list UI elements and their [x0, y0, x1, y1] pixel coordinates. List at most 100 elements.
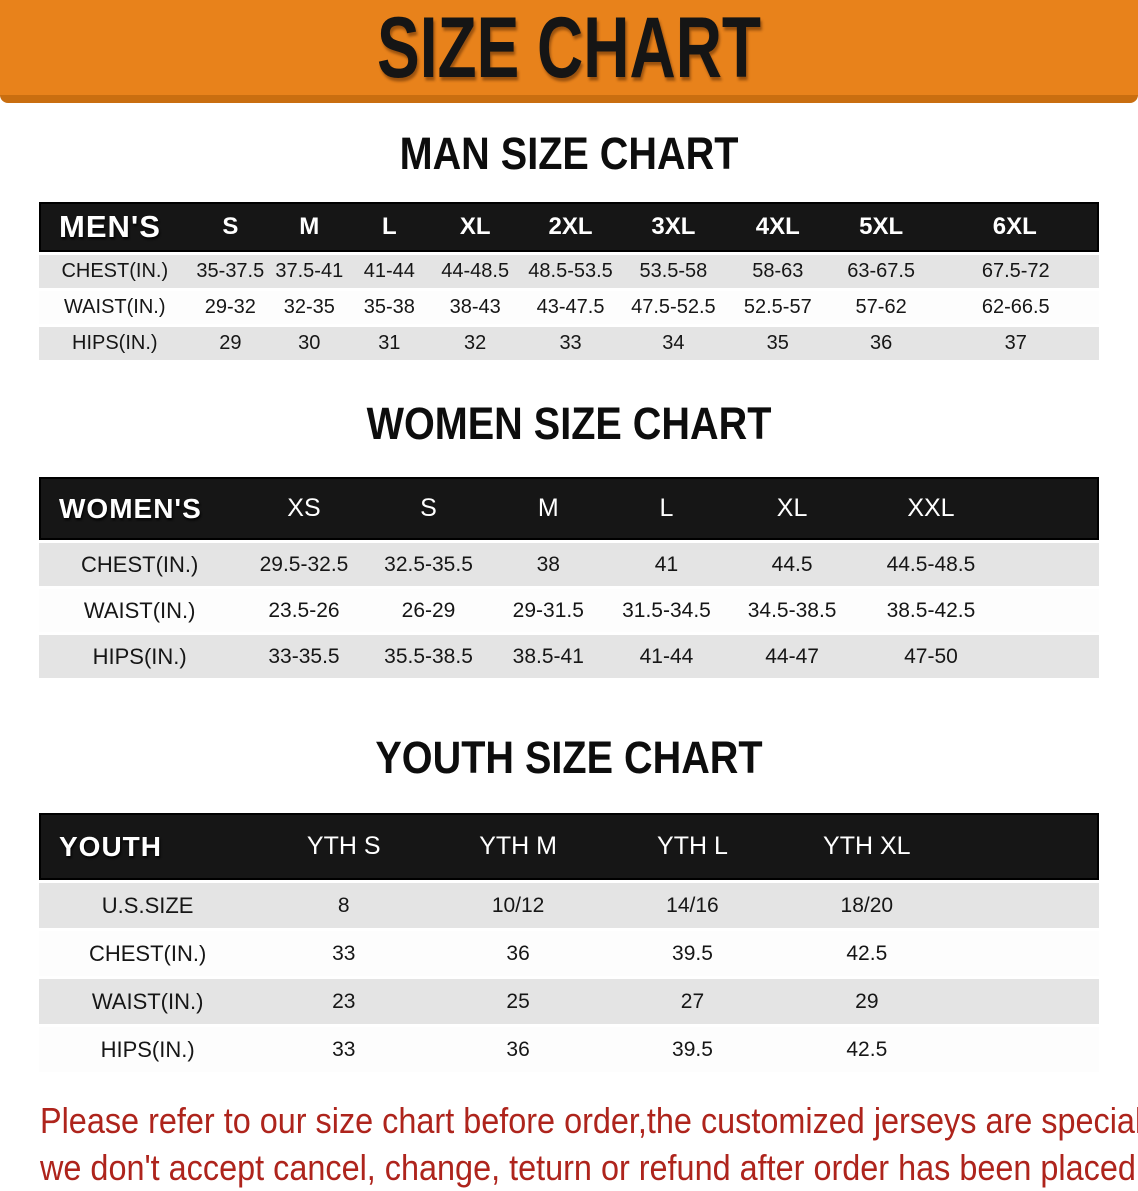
women-section-heading: WOMEN SIZE CHART — [366, 398, 772, 449]
size-cell: 29.5-32.5 — [240, 543, 368, 586]
size-cell: 63-67.5 — [829, 255, 933, 288]
size-cell: 36 — [431, 931, 606, 976]
size-cell: 48.5-53.5 — [520, 255, 621, 288]
table-row: CHEST(IN.) 29.5-32.5 32.5-35.5 38 41 44.5 44.5… — [39, 543, 1099, 586]
size-cell: 35-37.5 — [190, 255, 271, 288]
size-cell: 57-62 — [829, 291, 933, 324]
size-cell: 35.5-38.5 — [367, 635, 490, 678]
size-cell: 44-47 — [725, 635, 859, 678]
column-header: XXL — [858, 477, 1004, 540]
section-women: WOMEN SIZE CHART WOMEN'S XS S M L XL XXL CHEST(… — [0, 398, 1138, 681]
column-header: YTH M — [431, 813, 606, 880]
row-label: WAIST(IN.) — [39, 979, 257, 1024]
size-cell: 23 — [256, 979, 432, 1024]
size-cell-filler — [953, 1027, 1099, 1072]
row-label: CHEST(IN.) — [39, 255, 191, 288]
size-cell: 43-47.5 — [520, 291, 621, 324]
size-cell: 37.5-41 — [270, 255, 349, 288]
size-cell: 38.5-41 — [489, 635, 608, 678]
size-table: YOUTH YTH S YTH M YTH L YTH XL U.S.SIZE 8 10/12… — [39, 810, 1099, 1075]
size-cell: 33 — [256, 1027, 432, 1072]
table-corner-label: WOMEN'S — [39, 477, 241, 540]
size-cell: 67.5-72 — [932, 255, 1099, 288]
size-cell: 10/12 — [431, 883, 606, 928]
size-cell: 39.5 — [605, 931, 780, 976]
column-header: M — [270, 202, 349, 252]
row-label: HIPS(IN.) — [39, 635, 241, 678]
size-chart-body: MAN SIZE CHART MEN'S S M L XL 2XL 3XL 4XL 5XL 6XL… — [0, 128, 1138, 1075]
header-row: MEN'S S M L XL 2XL 3XL 4XL 5XL 6XL — [39, 202, 1099, 252]
size-cell: 8 — [256, 883, 432, 928]
header-row: WOMEN'S XS S M L XL XXL — [39, 477, 1099, 540]
disclaimer-line-1: Please refer to our size chart before or… — [40, 1100, 1138, 1141]
column-header: YTH XL — [779, 813, 954, 880]
size-cell: 30 — [270, 327, 349, 360]
size-cell: 33 — [520, 327, 621, 360]
size-cell: 29-32 — [190, 291, 271, 324]
table-row: WAIST(IN.) 23.5-26 26-29 29-31.5 31.5-34.5 34… — [39, 589, 1099, 632]
men-section-heading: MAN SIZE CHART — [399, 128, 739, 179]
row-label: WAIST(IN.) — [39, 291, 191, 324]
size-cell: 35-38 — [348, 291, 431, 324]
column-header: XL — [725, 477, 859, 540]
youth-section-heading: YOUTH SIZE CHART — [375, 732, 763, 783]
size-cell: 47-50 — [858, 635, 1004, 678]
column-header-filler — [953, 813, 1099, 880]
column-header: YTH S — [256, 813, 432, 880]
size-cell: 34.5-38.5 — [725, 589, 859, 632]
column-header: 3XL — [620, 202, 726, 252]
size-cell: 41-44 — [607, 635, 726, 678]
size-cell: 44-48.5 — [430, 255, 521, 288]
size-cell: 42.5 — [779, 931, 954, 976]
column-header: S — [190, 202, 271, 252]
row-label: CHEST(IN.) — [39, 931, 257, 976]
size-table: WOMEN'S XS S M L XL XXL CHEST(IN.) 29.5-32.5 32.5… — [39, 474, 1099, 681]
size-cell: 29 — [779, 979, 954, 1024]
column-header: XS — [240, 477, 368, 540]
column-header: YTH L — [605, 813, 780, 880]
table-row: HIPS(IN.) 33 36 39.5 42.5 — [39, 1027, 1099, 1072]
column-header: L — [607, 477, 726, 540]
youth-size-table-container: YOUTH YTH S YTH M YTH L YTH XL U.S.SIZE 8 10/12… — [0, 810, 1138, 1075]
section-youth: YOUTH SIZE CHART YOUTH YTH S YTH M YTH L YTH… — [0, 732, 1138, 1075]
size-cell-filler — [1003, 635, 1099, 678]
row-label: WAIST(IN.) — [39, 589, 241, 632]
column-header: 2XL — [520, 202, 621, 252]
size-cell-filler — [953, 883, 1099, 928]
size-cell: 32 — [430, 327, 521, 360]
size-cell: 62-66.5 — [932, 291, 1099, 324]
row-label: HIPS(IN.) — [39, 327, 191, 360]
row-label: HIPS(IN.) — [39, 1027, 257, 1072]
size-cell: 38-43 — [430, 291, 521, 324]
table-row: WAIST(IN.) 23 25 27 29 — [39, 979, 1099, 1024]
size-cell: 29 — [190, 327, 271, 360]
men-size-table-container: MEN'S S M L XL 2XL 3XL 4XL 5XL 6XL CHEST(IN.) 35-37… — [0, 199, 1138, 363]
size-cell: 47.5-52.5 — [620, 291, 726, 324]
size-cell: 41 — [607, 543, 726, 586]
column-header: M — [489, 477, 608, 540]
size-cell-filler — [953, 979, 1099, 1024]
page-title: SIZE CHART — [377, 0, 761, 96]
size-cell: 44.5 — [725, 543, 859, 586]
size-cell: 23.5-26 — [240, 589, 368, 632]
size-cell: 33 — [256, 931, 432, 976]
column-header-filler — [1003, 477, 1099, 540]
column-header: 4XL — [725, 202, 830, 252]
table-corner-label: MEN'S — [39, 202, 191, 252]
size-cell: 36 — [431, 1027, 606, 1072]
size-cell: 37 — [932, 327, 1099, 360]
row-label: U.S.SIZE — [39, 883, 257, 928]
row-label: CHEST(IN.) — [39, 543, 241, 586]
size-cell: 53.5-58 — [620, 255, 726, 288]
size-cell: 52.5-57 — [725, 291, 830, 324]
column-header: L — [348, 202, 431, 252]
header-row: YOUTH YTH S YTH M YTH L YTH XL — [39, 813, 1099, 880]
size-cell-filler — [1003, 543, 1099, 586]
section-men: MAN SIZE CHART MEN'S S M L XL 2XL 3XL 4XL 5XL 6XL… — [0, 128, 1138, 363]
size-cell: 33-35.5 — [240, 635, 368, 678]
column-header: XL — [430, 202, 521, 252]
size-cell: 42.5 — [779, 1027, 954, 1072]
size-cell: 18/20 — [779, 883, 954, 928]
table-row: HIPS(IN.) 33-35.5 35.5-38.5 38.5-41 41-44 44-… — [39, 635, 1099, 678]
column-header: S — [367, 477, 490, 540]
